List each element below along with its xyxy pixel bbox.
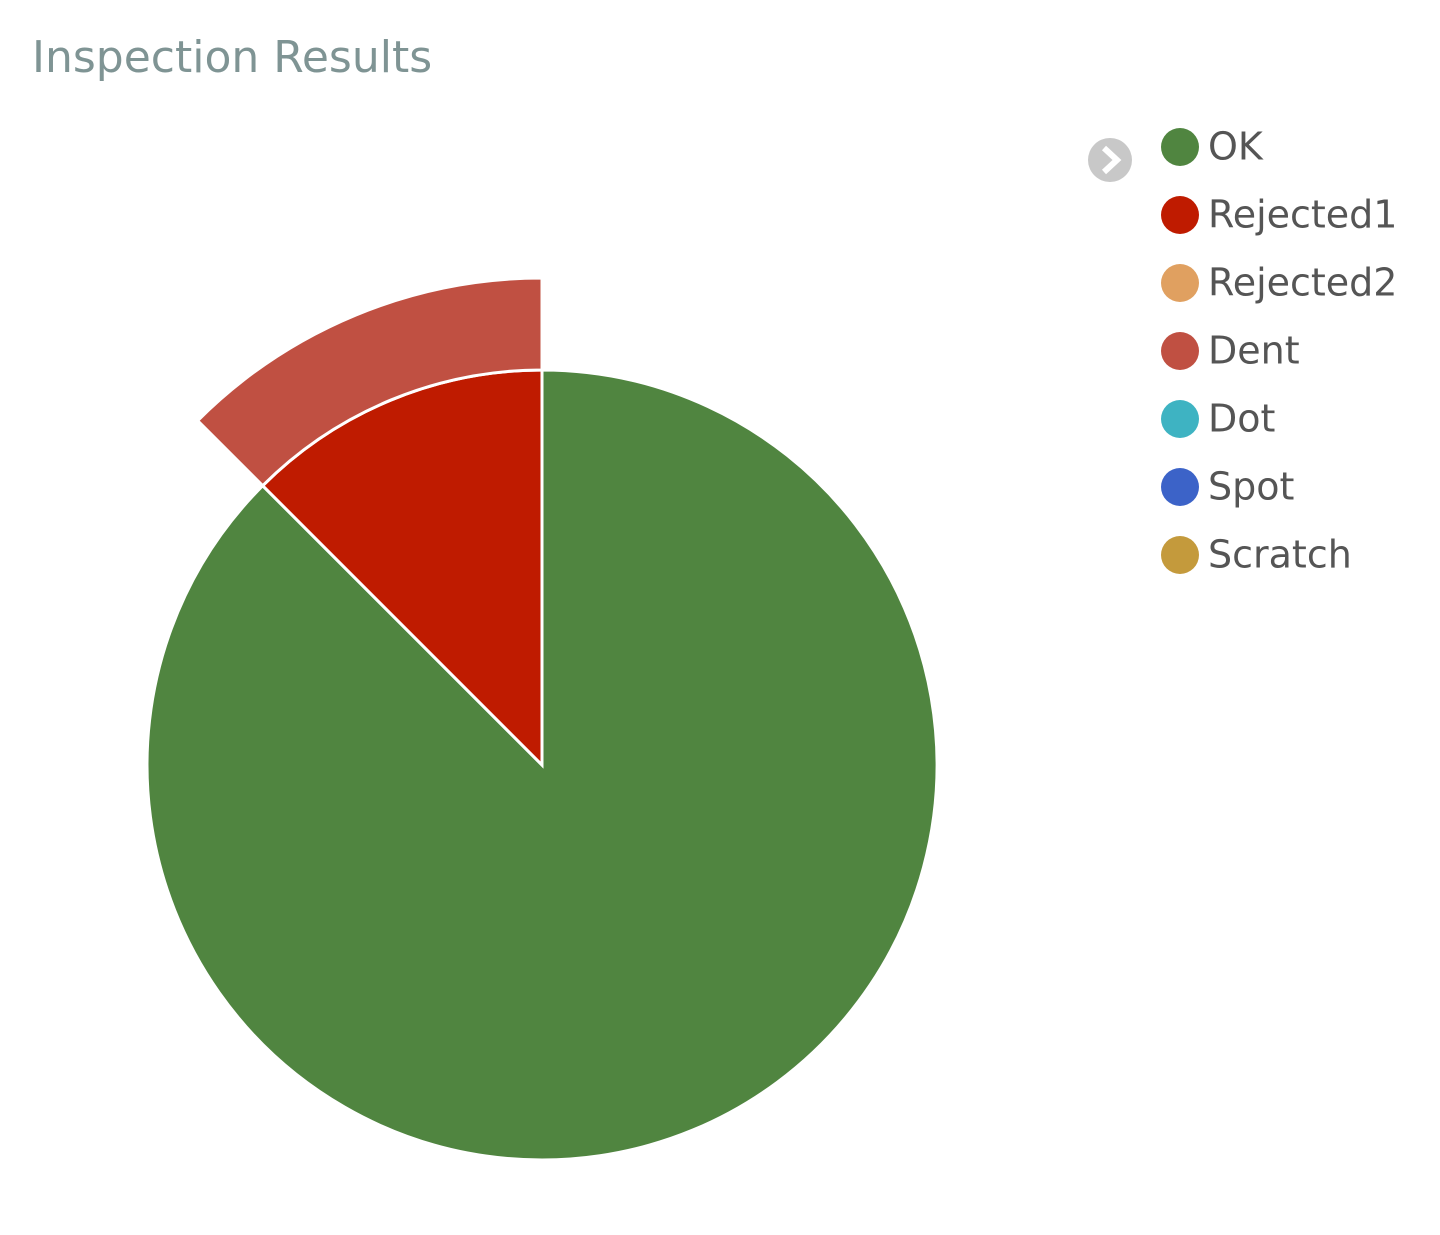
legend-swatch[interactable] <box>1161 468 1199 506</box>
legend-label[interactable]: Dot <box>1208 397 1275 441</box>
chart-title: Inspection Results <box>32 32 432 83</box>
outer-slice <box>195 276 544 488</box>
legend-label[interactable]: Rejected1 <box>1208 193 1397 237</box>
legend-label[interactable]: Rejected2 <box>1208 261 1397 305</box>
legend-swatch[interactable] <box>1161 196 1199 234</box>
legend-swatch[interactable] <box>1161 128 1199 166</box>
legend-label[interactable]: OK <box>1208 125 1264 169</box>
legend-toggle-circle[interactable] <box>1088 138 1132 182</box>
legend-swatch[interactable] <box>1161 332 1199 370</box>
legend-label[interactable]: Scratch <box>1208 533 1352 577</box>
pie-slice <box>145 368 939 1162</box>
legend-swatch[interactable] <box>1161 264 1199 302</box>
legend-swatch[interactable] <box>1161 400 1199 438</box>
legend-toggle-arrow[interactable] <box>1101 145 1122 175</box>
legend-label[interactable]: Dent <box>1208 329 1300 373</box>
legend-toggle[interactable] <box>1088 138 1132 182</box>
legend-label[interactable]: Spot <box>1208 465 1294 509</box>
legend-swatch[interactable] <box>1161 536 1199 574</box>
